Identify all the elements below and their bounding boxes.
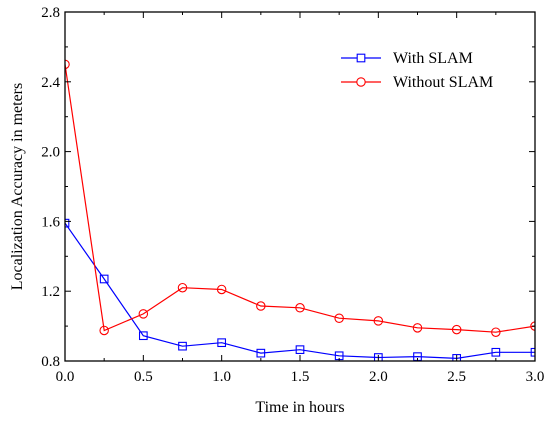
data-point-0-4 <box>217 338 227 348</box>
legend-label-0: With SLAM <box>393 50 473 67</box>
x-tick-label-6: 3.0 <box>526 369 545 385</box>
y-tick-label-3: 2.0 <box>41 145 60 161</box>
y-axis-title: Localization Accuracy in meters <box>9 83 26 290</box>
data-point-0-8 <box>373 353 383 361</box>
axes: 0.0 0.5 1.0 1.5 2.0 2.5 3.0 0.8 1.2 1.6 2.0 2.4 2.8 <box>41 5 544 385</box>
data-point-1-10 <box>451 324 462 335</box>
y-tick-label-4: 2.4 <box>41 75 60 91</box>
series-line-1 <box>65 64 535 333</box>
data-point-1-4 <box>216 284 227 295</box>
y-tick-label-0: 0.8 <box>41 354 60 370</box>
data-point-1-0 <box>65 59 70 70</box>
data-point-1-6 <box>295 303 305 313</box>
data-point-0-5 <box>256 348 266 358</box>
data-point-1-7 <box>334 313 344 323</box>
legend-label-1: Without SLAM <box>393 74 493 91</box>
data-point-0-12 <box>530 347 535 357</box>
data-point-1-1 <box>99 325 109 336</box>
x-tick-label-5: 2.5 <box>447 369 466 385</box>
data-point-0-2 <box>138 331 148 341</box>
legend-marker-0 <box>356 53 366 63</box>
x-tick-label-3: 1.5 <box>291 369 310 385</box>
data-point-1-5 <box>256 301 266 311</box>
data-point-1-11 <box>491 327 501 337</box>
data-point-1-8 <box>373 316 384 326</box>
x-tick-label-2: 1.0 <box>212 369 231 385</box>
plot-area <box>65 59 535 361</box>
legend: With SLAM Without SLAM <box>341 50 493 91</box>
data-point-0-11 <box>491 347 501 357</box>
data-point-1-3 <box>177 282 188 293</box>
legend-marker-1 <box>356 77 366 87</box>
x-tick-label-0: 0.0 <box>56 369 75 385</box>
y-tick-label-2: 1.6 <box>41 214 60 230</box>
data-point-0-6 <box>295 345 305 355</box>
series-line-0 <box>65 222 535 360</box>
data-point-0-3 <box>178 341 187 351</box>
y-tick-label-5: 2.8 <box>41 5 60 21</box>
data-point-1-2 <box>138 309 149 319</box>
y-tick-label-1: 1.2 <box>41 284 60 300</box>
data-point-1-9 <box>412 323 423 333</box>
x-tick-label-4: 2.0 <box>369 369 388 385</box>
x-tick-label-1: 0.5 <box>134 369 153 385</box>
data-point-0-10 <box>452 354 462 361</box>
data-point-0-1 <box>99 274 109 284</box>
x-axis-title: Time in hours <box>255 399 344 416</box>
